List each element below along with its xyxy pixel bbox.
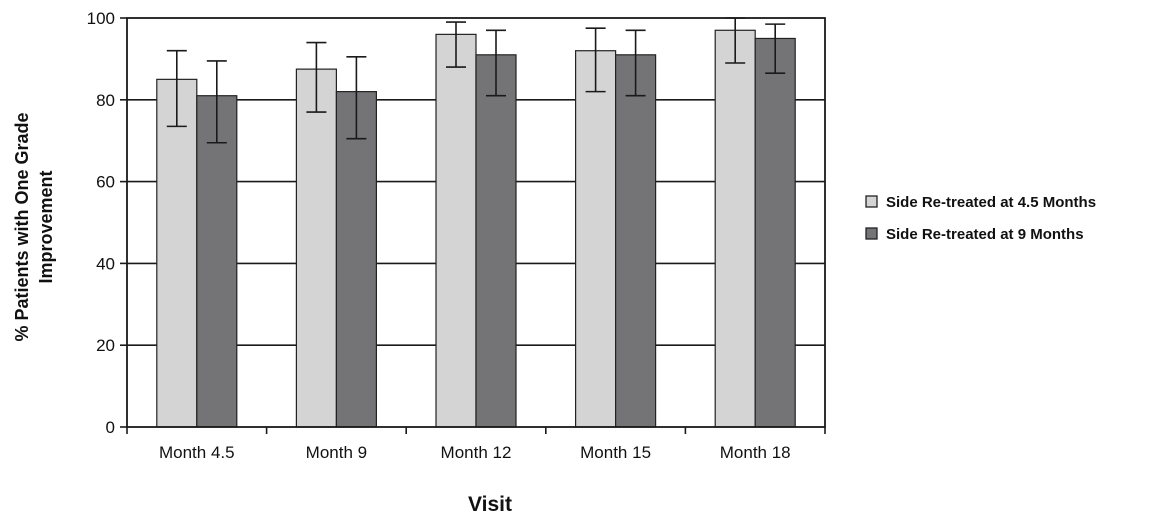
- y-tick-label: 60: [96, 173, 115, 192]
- legend-label-series-1: Side Re-treated at 4.5 Months: [886, 194, 1096, 211]
- x-tick-label: Month 4.5: [159, 443, 235, 462]
- legend: Side Re-treated at 4.5 Months Side Re-tr…: [865, 194, 1096, 243]
- bar-series-2-cat-2: [335, 91, 377, 428]
- error-bar-series-2-cat-4: [625, 29, 646, 97]
- x-tick-label: Month 15: [580, 443, 651, 462]
- plot-frame: [126, 17, 826, 428]
- bars: [156, 29, 796, 428]
- y-axis-title-line-2: Improvement: [36, 170, 56, 283]
- error-bar-series-2-cat-2: [346, 56, 367, 140]
- error-bar-series-2-cat-3: [486, 29, 506, 97]
- error-bars: [166, 17, 786, 144]
- y-tick-label: 100: [87, 9, 115, 28]
- bar-series-1-cat-2: [295, 68, 337, 428]
- y-axis-title-line-1: % Patients with One Grade: [12, 112, 32, 341]
- x-tick-label: Month 9: [306, 443, 367, 462]
- error-bar-series-2-cat-5: [765, 23, 786, 75]
- legend-swatch-series-1: [865, 195, 878, 208]
- bar-series-1-cat-5: [714, 29, 756, 428]
- error-bar-series-2-cat-1: [206, 60, 227, 144]
- error-bar-series-1-cat-1: [166, 49, 187, 128]
- y-tick-label: 40: [96, 254, 115, 273]
- axes: 0 20 40 60 80 100 Month 4.5 Month 9 Month 12 Mont…: [87, 9, 826, 462]
- y-tick-label: 80: [96, 91, 115, 110]
- bar-series-2-cat-4: [614, 54, 657, 428]
- x-tick-label: Month 12: [441, 443, 512, 462]
- bar-series-1-cat-4: [574, 50, 617, 428]
- bar-series-1-cat-3: [435, 33, 477, 428]
- error-bar-series-1-cat-2: [306, 41, 327, 113]
- legend-swatch-series-2: [865, 227, 878, 240]
- bar-series-2-cat-1: [196, 95, 238, 428]
- x-tick-label: Month 18: [720, 443, 791, 462]
- bar-series-1-cat-1: [156, 78, 198, 428]
- x-axis-title: Visit: [468, 493, 512, 516]
- bar-series-2-cat-3: [475, 54, 517, 428]
- error-bar-series-1-cat-3: [446, 21, 466, 68]
- y-tick-label: 0: [106, 418, 115, 437]
- bar-series-2-cat-5: [754, 37, 796, 428]
- legend-label-series-2: Side Re-treated at 9 Months: [886, 226, 1084, 243]
- y-tick-label: 20: [96, 336, 115, 355]
- error-bar-series-1-cat-4: [585, 27, 606, 93]
